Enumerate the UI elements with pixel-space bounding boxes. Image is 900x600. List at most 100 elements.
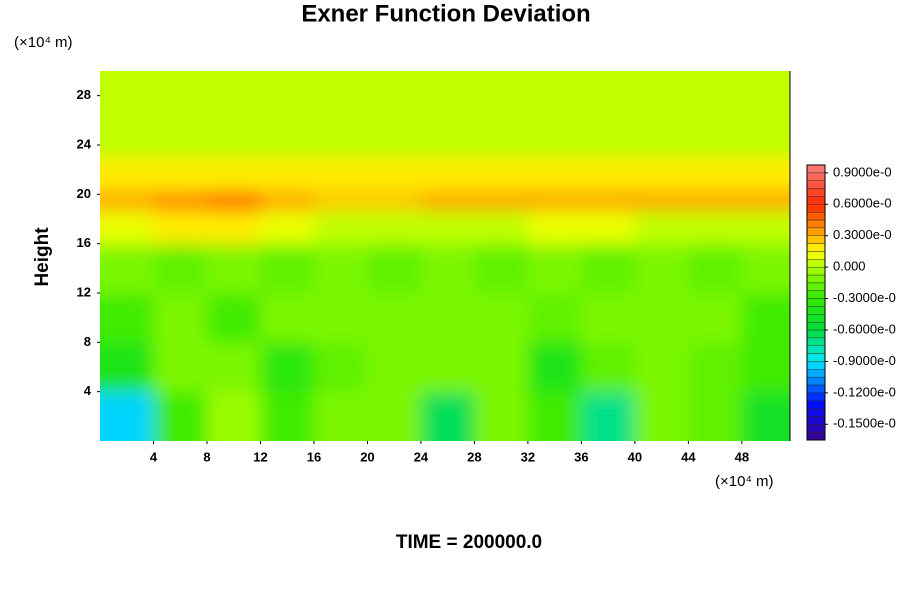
- colorbar-label: -0.9000e-0: [833, 353, 896, 368]
- colorbar-band: [806, 392, 826, 401]
- contour-cell: [741, 71, 790, 109]
- y-unit: (×10⁴ m): [14, 34, 73, 51]
- colorbar-band: [806, 204, 826, 213]
- y-tick-label: 16: [77, 235, 91, 250]
- colorbar: 0.9000e-0 0.6000e-0 0.3000e-0 0.000 -0.3000e…: [806, 164, 896, 441]
- colorbar-label: 0.000: [833, 259, 866, 274]
- contour-cell: [420, 391, 475, 441]
- contour-cell: [741, 191, 790, 211]
- contour-cell: [581, 71, 636, 109]
- contour-cell: [206, 71, 261, 109]
- contour-cell: [474, 108, 529, 158]
- contour-cell: [100, 108, 154, 158]
- colorbar-band: [806, 298, 826, 307]
- x-tick-label: 32: [521, 449, 535, 464]
- contour-cell: [527, 391, 582, 441]
- contour-cell: [634, 157, 689, 192]
- contour-cell: [688, 157, 743, 192]
- colorbar-band: [806, 243, 826, 252]
- colorbar-label: 0.3000e-0: [833, 227, 892, 242]
- contour-cell: [527, 209, 582, 245]
- contour-cell: [313, 391, 368, 441]
- contour-cell: [313, 209, 368, 245]
- time-label: TIME = 200000.0: [396, 532, 542, 553]
- contour-cell: [527, 191, 582, 211]
- colorbar-label: -0.3000e-0: [833, 290, 896, 305]
- colorbar-band: [806, 282, 826, 291]
- contour-cell: [688, 391, 743, 441]
- x-tick-label: 24: [414, 449, 429, 464]
- contour-cell: [367, 243, 422, 294]
- contour-cell: [581, 191, 636, 211]
- colorbar-band: [806, 384, 826, 394]
- contour-cell: [313, 293, 368, 343]
- x-tick-label: 48: [735, 449, 749, 464]
- contour-cell: [527, 243, 582, 294]
- contour-cell: [153, 191, 208, 211]
- contour-cell: [313, 157, 368, 192]
- contour-cell: [420, 157, 475, 192]
- colorbar-band: [806, 274, 826, 284]
- colorbar-band: [806, 314, 826, 323]
- colorbar-band: [806, 353, 826, 362]
- contour-cell: [153, 108, 208, 158]
- colorbar-band: [806, 416, 826, 425]
- contour-cell: [153, 157, 208, 192]
- contour-cell: [153, 71, 208, 109]
- colorbar-band: [806, 321, 826, 331]
- contour-cell: [581, 293, 636, 343]
- contour-cell: [260, 108, 315, 158]
- contour-cell: [527, 293, 582, 343]
- colorbar-band: [806, 408, 826, 417]
- contour-cell: [100, 243, 154, 294]
- contour-cell: [634, 243, 689, 294]
- colorbar-band: [806, 424, 826, 433]
- contour-cell: [741, 209, 790, 245]
- contour-cell: [741, 157, 790, 192]
- contour-cell: [420, 243, 475, 294]
- colorbar-band: [806, 211, 826, 221]
- contour-cell: [206, 108, 261, 158]
- contour-cell: [474, 157, 529, 192]
- contour-field: [100, 71, 790, 441]
- contour-cell: [100, 342, 154, 393]
- colorbar-band: [806, 431, 826, 441]
- contour-cell: [741, 108, 790, 158]
- colorbar-label: -0.1500e-0: [833, 416, 896, 431]
- contour-cell: [367, 391, 422, 441]
- colorbar-band: [806, 337, 826, 346]
- contour-cell: [367, 209, 422, 245]
- colorbar-band: [806, 219, 826, 229]
- colorbar-band: [806, 227, 826, 236]
- contour-cell: [474, 191, 529, 211]
- contour-cell: [527, 157, 582, 192]
- contour-cell: [313, 108, 368, 158]
- contour-cell: [474, 342, 529, 393]
- x-tick-label: 4: [150, 449, 158, 464]
- contour-cell: [741, 342, 790, 393]
- contour-cell: [260, 157, 315, 192]
- contour-cell: [100, 71, 154, 109]
- contour-cell: [260, 209, 315, 245]
- contour-cell: [206, 342, 261, 393]
- contour-cell: [367, 108, 422, 158]
- contour-cell: [688, 293, 743, 343]
- colorbar-band: [806, 188, 826, 197]
- colorbar-band: [806, 172, 826, 181]
- contour-cell: [581, 243, 636, 294]
- contour-cell: [527, 71, 582, 109]
- contour-cell: [581, 209, 636, 245]
- contour-cell: [474, 391, 529, 441]
- y-tick-label: 4: [84, 383, 92, 398]
- contour-cell: [634, 108, 689, 158]
- contour-cell: [420, 342, 475, 393]
- colorbar-band: [806, 361, 826, 370]
- contour-cell: [206, 243, 261, 294]
- contour-cell: [367, 191, 422, 211]
- contour-cell: [420, 209, 475, 245]
- contour-cell: [153, 342, 208, 393]
- contour-cell: [420, 108, 475, 158]
- contour-cell: [581, 108, 636, 158]
- contour-cell: [688, 209, 743, 245]
- contour-cell: [100, 191, 154, 211]
